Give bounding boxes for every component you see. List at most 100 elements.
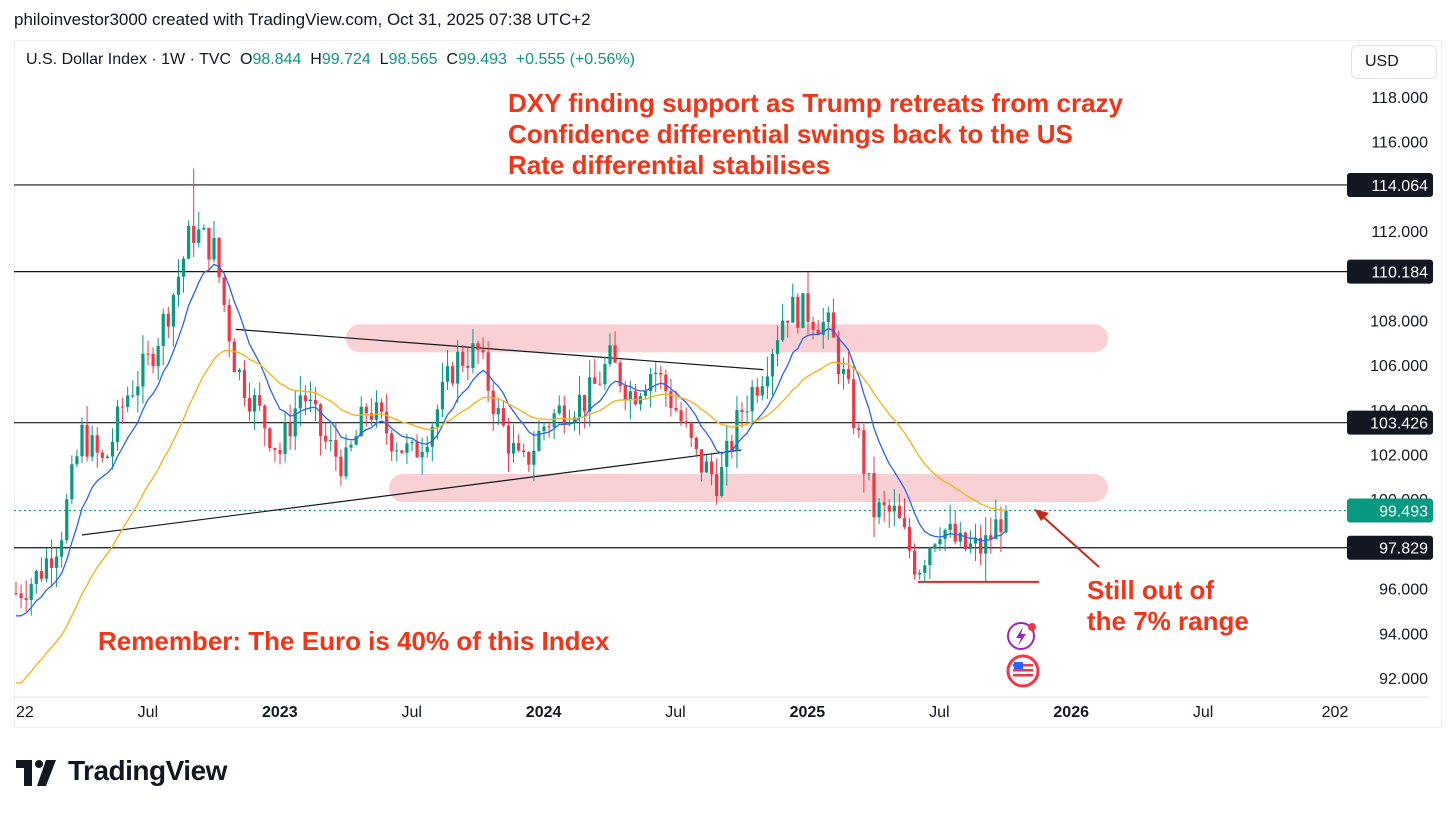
candle-body bbox=[791, 296, 795, 323]
candle bbox=[80, 417, 84, 464]
candle-body bbox=[420, 452, 424, 458]
candle-body bbox=[603, 364, 607, 385]
candle bbox=[481, 337, 485, 360]
candle-body bbox=[933, 544, 937, 549]
candle-body bbox=[75, 456, 79, 465]
candle bbox=[49, 539, 54, 588]
x-tick-label: Jul bbox=[665, 704, 685, 721]
candle bbox=[770, 348, 775, 396]
candle bbox=[557, 395, 561, 416]
candle bbox=[907, 518, 912, 559]
candle-body bbox=[715, 474, 719, 497]
x-tick-label: 2024 bbox=[526, 704, 562, 721]
candle bbox=[435, 404, 439, 440]
candle bbox=[156, 338, 160, 381]
candle bbox=[126, 386, 130, 413]
high-value: 99.724 bbox=[321, 51, 371, 68]
candle bbox=[501, 400, 505, 428]
candle bbox=[679, 401, 683, 426]
candle-body bbox=[745, 411, 749, 413]
candle-body bbox=[298, 395, 302, 409]
candle bbox=[715, 458, 719, 505]
fast-ma-line bbox=[16, 263, 1007, 617]
candle-body bbox=[313, 399, 318, 405]
candle-body bbox=[496, 408, 500, 415]
candle-body bbox=[222, 277, 226, 305]
candle bbox=[39, 557, 43, 582]
x-tick-label: 2023 bbox=[262, 704, 298, 721]
candle-body bbox=[85, 424, 89, 457]
candle-body bbox=[425, 446, 429, 453]
candle bbox=[212, 220, 216, 263]
level-label-box bbox=[1347, 259, 1433, 284]
level-label-box bbox=[1347, 172, 1433, 197]
candle bbox=[740, 402, 744, 428]
candle-body bbox=[948, 523, 952, 530]
y-tick-label: 96.000 bbox=[1379, 582, 1428, 599]
candle bbox=[105, 454, 109, 459]
candle bbox=[781, 303, 785, 343]
candle-body bbox=[720, 466, 724, 497]
candle-body bbox=[242, 369, 247, 399]
candle-body bbox=[786, 320, 790, 323]
candle bbox=[973, 523, 978, 562]
candle-body bbox=[268, 428, 272, 448]
candle bbox=[867, 473, 871, 481]
candle-body bbox=[572, 417, 577, 422]
candle-body bbox=[237, 369, 241, 373]
close-label: C bbox=[446, 51, 458, 68]
candle bbox=[60, 531, 64, 568]
candle-body bbox=[831, 312, 835, 338]
tradingview-logo[interactable]: TradingView bbox=[16, 755, 227, 787]
candle-body bbox=[999, 519, 1003, 533]
candle bbox=[603, 356, 607, 391]
candle-body bbox=[847, 369, 851, 380]
candle bbox=[440, 362, 445, 417]
candle bbox=[562, 395, 566, 434]
candle bbox=[664, 369, 668, 407]
candle-body bbox=[131, 395, 135, 397]
candle bbox=[456, 340, 460, 403]
candle bbox=[461, 344, 465, 373]
candle bbox=[369, 398, 373, 426]
candle-body bbox=[699, 449, 703, 473]
candle-body bbox=[329, 440, 333, 442]
candle-body bbox=[55, 556, 59, 568]
candle bbox=[517, 434, 521, 453]
candle bbox=[19, 584, 23, 609]
candle bbox=[826, 306, 830, 340]
candle-body bbox=[466, 365, 470, 368]
x-tick-label: 202 bbox=[1322, 704, 1349, 721]
candle bbox=[694, 436, 698, 458]
candle bbox=[522, 443, 526, 458]
range-note-1: Still out of bbox=[1087, 575, 1215, 605]
candle bbox=[415, 434, 419, 459]
symbol-name[interactable]: U.S. Dollar Index · 1W · TVC bbox=[26, 51, 232, 68]
candle bbox=[669, 378, 673, 417]
low-value: 98.565 bbox=[388, 51, 438, 68]
candle-body bbox=[90, 435, 94, 457]
currency-selector[interactable]: USD bbox=[1351, 45, 1437, 79]
candle-body bbox=[1004, 510, 1008, 533]
candle-body bbox=[181, 258, 186, 277]
candle bbox=[877, 498, 881, 525]
chart-frame bbox=[14, 40, 1442, 728]
candle-body bbox=[781, 320, 785, 341]
candle-body bbox=[623, 385, 627, 401]
candle-body bbox=[121, 406, 125, 408]
candle-body bbox=[440, 381, 445, 410]
candle-body bbox=[770, 353, 775, 377]
candle bbox=[344, 434, 348, 480]
candle-body bbox=[506, 425, 511, 454]
candle-body bbox=[364, 406, 368, 414]
candle-body bbox=[928, 548, 932, 566]
candle bbox=[187, 220, 191, 260]
candle bbox=[390, 430, 394, 462]
candle bbox=[786, 320, 790, 338]
candle-body bbox=[405, 443, 409, 453]
candle bbox=[34, 569, 38, 594]
candle bbox=[542, 423, 546, 441]
candle-body bbox=[943, 529, 947, 540]
annotation-line-3: Rate differential stabilises bbox=[508, 150, 831, 180]
